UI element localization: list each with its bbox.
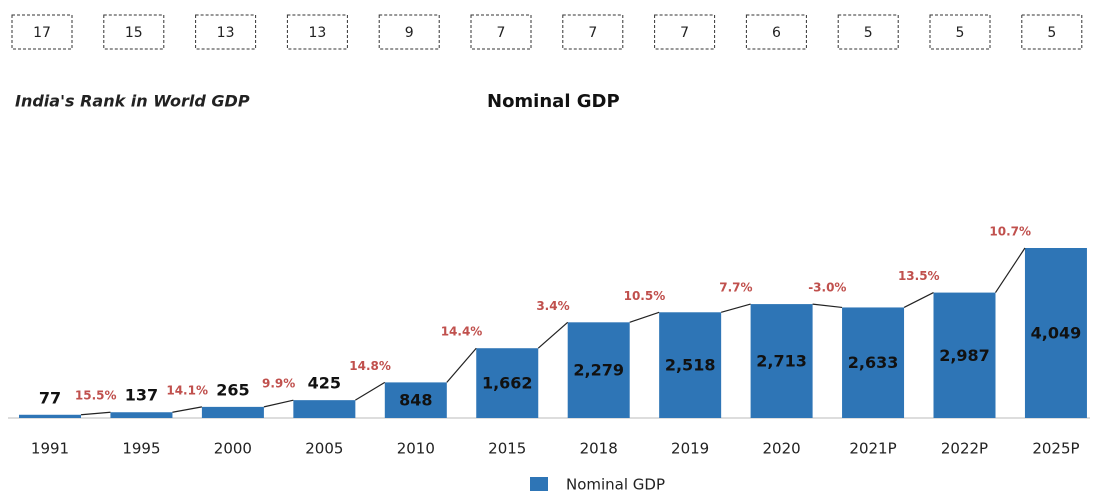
growth-label: 15.5%: [75, 389, 117, 403]
growth-label: 3.4%: [536, 299, 569, 313]
rank-label: 5: [956, 25, 965, 41]
value-label: 4,049: [1031, 324, 1082, 343]
rank-label: 7: [588, 25, 597, 41]
rank-title: India's Rank in World GDP: [15, 92, 250, 111]
value-label: 848: [399, 391, 432, 410]
x-tick-label: 1991: [31, 440, 69, 458]
rank-box: [929, 14, 991, 50]
rank-label: 13: [217, 25, 235, 41]
value-label: 2,987: [939, 346, 990, 365]
rank-label: 9: [405, 25, 414, 41]
rank-box: [11, 14, 73, 50]
connector: [355, 381, 386, 401]
growth-label: 14.4%: [441, 325, 483, 339]
value-label: 137: [125, 386, 158, 405]
rank-box: [654, 14, 716, 50]
bar: [750, 304, 813, 418]
rank-label: 15: [125, 25, 143, 41]
rank-box: [562, 14, 624, 50]
connector: [537, 321, 569, 349]
growth-label: 9.9%: [262, 377, 295, 391]
rank-label: 17: [33, 25, 51, 41]
value-label: 2,713: [756, 352, 807, 371]
x-tick-label: 2019: [671, 440, 709, 458]
chart-title: Nominal GDP: [487, 91, 620, 112]
rank-box: [103, 14, 165, 50]
legend-label: Nominal GDP: [566, 476, 665, 494]
value-label: 2,633: [848, 353, 899, 372]
connector: [720, 303, 751, 313]
bar: [476, 348, 539, 418]
bar: [1024, 248, 1087, 418]
growth-label: 10.5%: [624, 289, 666, 303]
connector: [629, 311, 660, 323]
bar: [933, 292, 996, 418]
rank-box: [470, 14, 532, 50]
bar: [19, 414, 81, 418]
rank-label: 5: [864, 25, 873, 41]
bar: [293, 400, 356, 418]
rank-label: 7: [497, 25, 506, 41]
growth-label: 14.8%: [349, 359, 391, 373]
rank-label: 13: [308, 25, 326, 41]
x-tick-label: 2022P: [941, 440, 988, 458]
x-tick-label: 2020: [763, 440, 801, 458]
bar: [201, 406, 264, 418]
rank-box: [195, 14, 257, 50]
connector: [812, 303, 843, 309]
x-tick-label: 1995: [122, 440, 160, 458]
x-tick-label: 2000: [214, 440, 252, 458]
value-label: 2,518: [665, 356, 716, 375]
rank-label: 6: [772, 25, 781, 41]
value-label: 425: [308, 374, 341, 393]
rank-label: 5: [1047, 25, 1056, 41]
rank-box: [378, 14, 440, 50]
x-tick-label: 2025P: [1032, 440, 1079, 458]
bar: [567, 322, 630, 418]
x-tick-label: 2021P: [849, 440, 896, 458]
connector: [80, 411, 111, 416]
legend-swatch: [530, 477, 548, 491]
rank-box: [286, 14, 348, 50]
connector: [994, 247, 1026, 293]
x-tick-label: 2015: [488, 440, 526, 458]
x-tick-label: 2005: [305, 440, 343, 458]
connector: [903, 292, 934, 308]
bar: [842, 307, 905, 418]
rank-box: [745, 14, 807, 50]
growth-label: 10.7%: [989, 225, 1031, 239]
connector: [263, 399, 294, 408]
rank-box: [1021, 14, 1083, 50]
bar: [110, 412, 173, 418]
value-label: 77: [39, 388, 61, 407]
growth-label: 13.5%: [898, 269, 940, 283]
bar: [659, 312, 722, 418]
value-label: 2,279: [573, 361, 624, 380]
connector: [172, 406, 203, 413]
value-label: 1,662: [482, 374, 533, 393]
growth-label: 7.7%: [719, 281, 752, 295]
x-tick-label: 2010: [397, 440, 435, 458]
growth-label: -3.0%: [808, 281, 846, 295]
rank-label: 7: [680, 25, 689, 41]
x-tick-label: 2018: [580, 440, 618, 458]
value-label: 265: [216, 380, 249, 399]
connector: [446, 347, 477, 383]
growth-label: 14.1%: [166, 383, 208, 397]
bar: [384, 382, 447, 418]
rank-box: [837, 14, 899, 50]
